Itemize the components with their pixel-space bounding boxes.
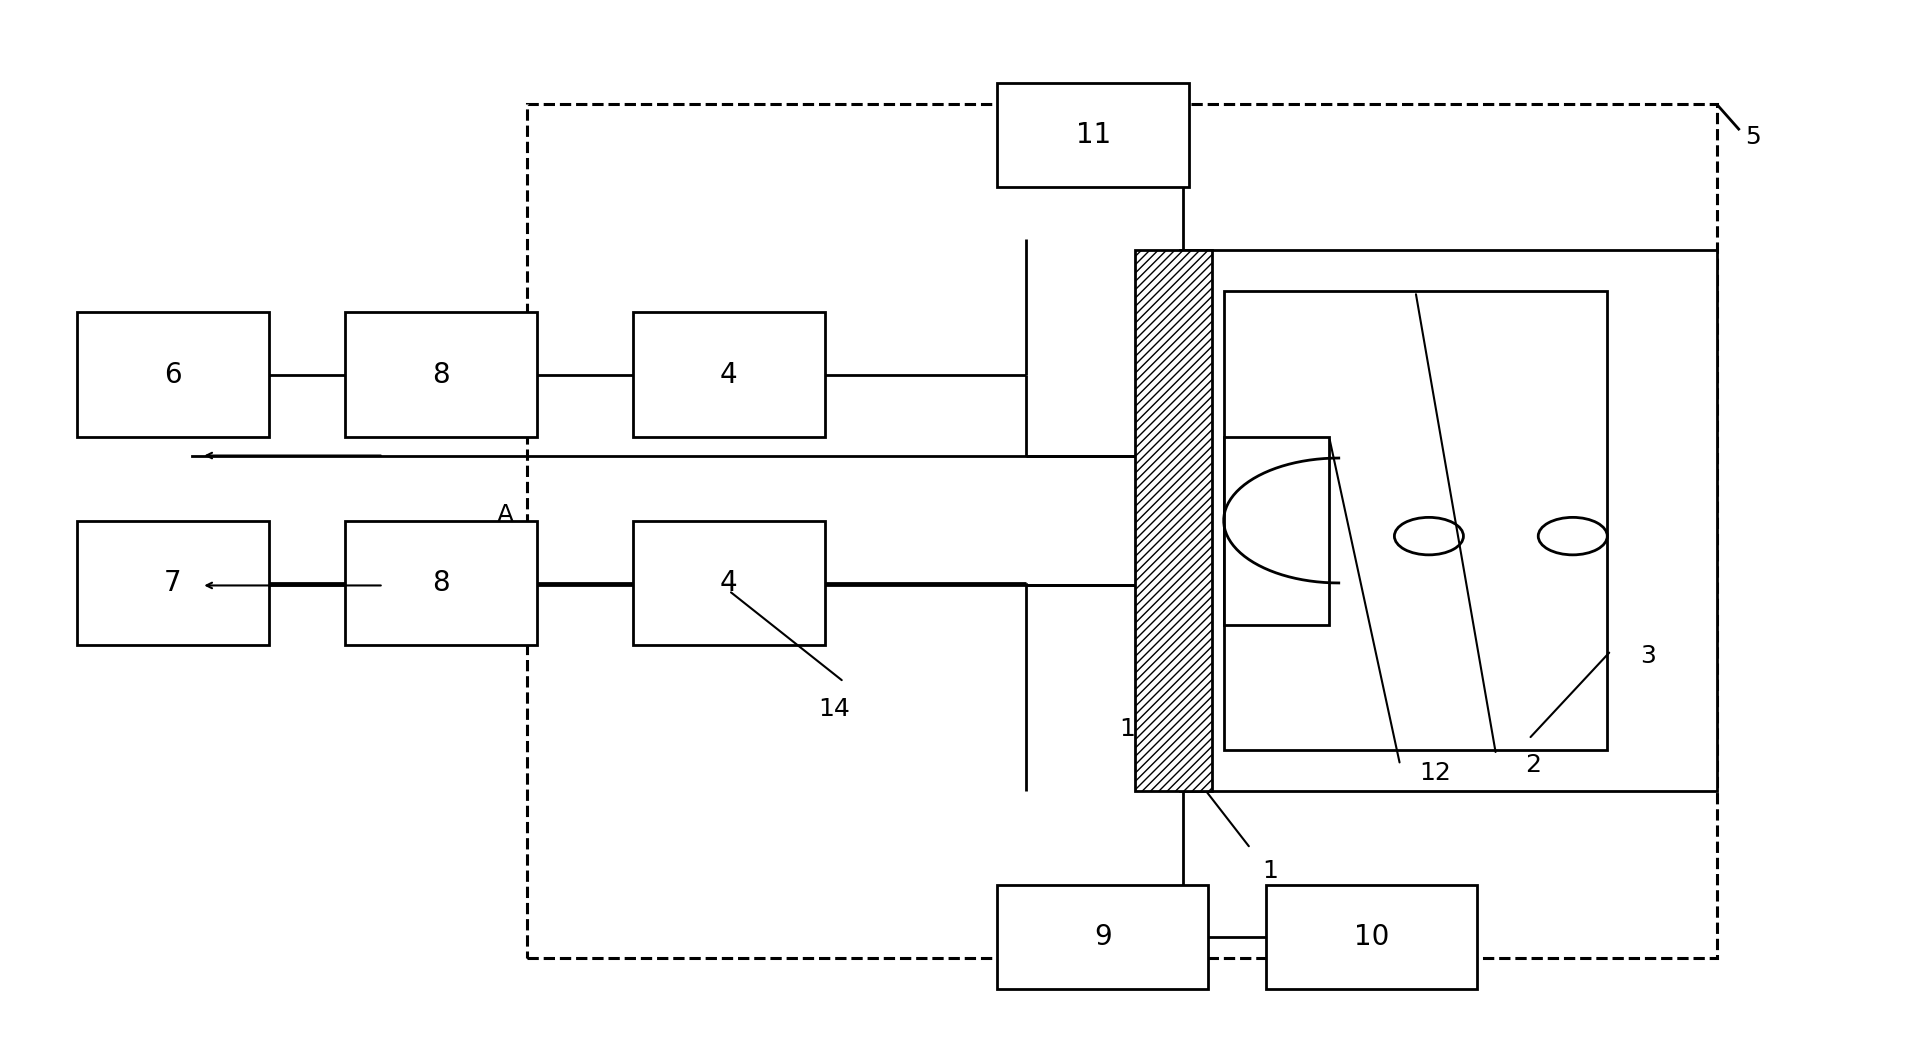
Text: 5: 5	[1745, 125, 1761, 149]
Bar	[77, 312, 269, 437]
Text: A: A	[497, 503, 514, 528]
Bar	[997, 83, 1189, 187]
Text: 8: 8	[432, 569, 451, 596]
Bar	[1224, 437, 1329, 625]
Bar	[1135, 250, 1212, 791]
Text: 3: 3	[1640, 643, 1655, 668]
Text: 2: 2	[1525, 753, 1540, 778]
Text: 8: 8	[432, 361, 451, 388]
Text: 4: 4	[719, 361, 738, 388]
Text: 4: 4	[719, 569, 738, 596]
Bar	[345, 312, 537, 437]
Text: 10: 10	[1354, 923, 1389, 950]
Text: 14: 14	[819, 697, 850, 721]
Text: 11: 11	[1076, 122, 1111, 149]
Bar	[997, 885, 1208, 989]
Text: 7: 7	[163, 569, 182, 596]
Bar	[1266, 885, 1477, 989]
Text: 6: 6	[163, 361, 182, 388]
Bar	[77, 520, 269, 645]
Text: 9: 9	[1093, 923, 1112, 950]
Bar	[633, 312, 825, 437]
Text: 1: 1	[1262, 859, 1277, 883]
Bar	[633, 520, 825, 645]
Bar	[1180, 250, 1717, 791]
Text: 12: 12	[1419, 761, 1452, 786]
Bar	[345, 520, 537, 645]
Bar	[1224, 291, 1607, 750]
Text: 13: 13	[1118, 716, 1151, 741]
Bar	[527, 104, 1717, 958]
